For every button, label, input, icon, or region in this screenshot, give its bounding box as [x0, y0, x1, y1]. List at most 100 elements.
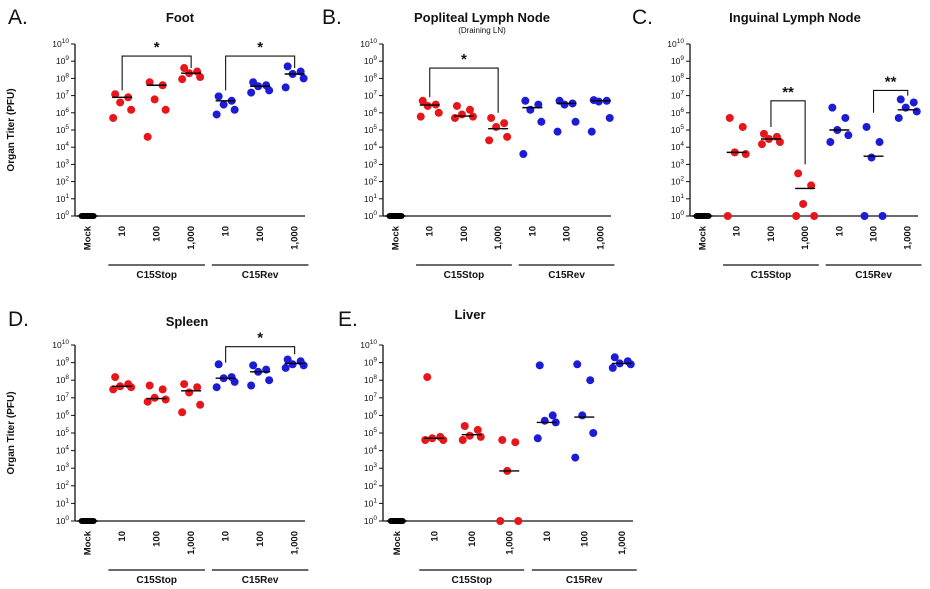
significance-bracket	[225, 346, 296, 363]
y-tick-label: 102	[56, 480, 69, 491]
category-label: 100	[255, 531, 266, 547]
category-label: Mock	[83, 530, 94, 555]
data-point	[418, 96, 427, 105]
y-tick-label: 100	[364, 210, 377, 221]
y-tick-label: 103	[364, 158, 377, 169]
data-point	[521, 96, 530, 105]
y-tick-label: 109	[364, 357, 377, 368]
group-label: C15Stop	[136, 270, 177, 281]
data-point	[161, 105, 170, 114]
panel-title: Inguinal Lymph Node	[729, 10, 861, 25]
data-point	[283, 62, 292, 71]
data-point	[288, 360, 297, 369]
category-label: 100	[255, 226, 266, 242]
data-point	[212, 383, 221, 392]
y-tick-label: 106	[56, 107, 69, 118]
y-tick-label: 109	[364, 55, 377, 66]
y-tick-label: 107	[56, 392, 69, 403]
data-point	[265, 86, 274, 95]
category-label: 10	[834, 226, 845, 237]
data-point	[860, 212, 869, 220]
data-point	[492, 122, 501, 131]
data-point	[458, 436, 467, 445]
group-label: C15Rev	[242, 270, 279, 281]
category-label: 100	[562, 226, 573, 242]
data-point	[535, 361, 544, 370]
data-point	[896, 95, 905, 104]
data-point	[127, 383, 136, 392]
y-tick-label: 101	[56, 497, 69, 508]
y-tick-label: 109	[56, 55, 69, 66]
y-tick-label: 1010	[667, 38, 684, 49]
y-tick-label: 101	[364, 497, 377, 508]
category-label: 100	[766, 226, 777, 242]
data-point	[799, 199, 808, 208]
y-tick-label: 101	[364, 193, 377, 204]
data-point	[230, 377, 239, 386]
data-point	[519, 150, 528, 159]
data-point	[500, 119, 509, 128]
data-point	[214, 92, 223, 101]
y-tick-label: 107	[56, 90, 69, 101]
data-point	[608, 363, 617, 372]
y-tick-label: 108	[364, 374, 377, 385]
category-label: Mock	[83, 225, 94, 250]
data-point	[578, 411, 587, 420]
significance-label: **	[782, 84, 794, 101]
data-point	[586, 376, 595, 385]
data-point	[587, 127, 596, 136]
y-tick-label: 106	[364, 107, 377, 118]
data-point	[145, 381, 154, 390]
data-point	[589, 429, 598, 437]
data-point	[212, 110, 221, 119]
data-point	[465, 105, 474, 114]
data-point	[487, 113, 496, 122]
panel-e: E. Liver100101102103104105106107108109101…	[338, 307, 637, 586]
y-axis-label: Organ Titer (PFU)	[6, 88, 17, 171]
data-point	[230, 105, 239, 114]
data-point	[841, 113, 850, 122]
data-point	[299, 74, 308, 83]
data-point	[626, 360, 635, 369]
data-point	[605, 113, 614, 122]
category-label: 100	[459, 226, 470, 242]
data-point	[109, 385, 118, 394]
category-label: 10	[732, 226, 743, 237]
data-point	[439, 436, 448, 445]
y-tick-label: 107	[364, 392, 377, 403]
y-tick-label: 103	[56, 158, 69, 169]
category-label: 10	[429, 531, 440, 542]
y-tick-label: 102	[364, 176, 377, 187]
category-label: 10	[221, 226, 232, 237]
significance-bracket	[872, 89, 909, 113]
data-point	[158, 385, 167, 394]
data-point	[738, 122, 747, 131]
data-point	[912, 107, 921, 116]
category-label: 1,000	[903, 226, 914, 250]
data-point	[573, 360, 582, 369]
data-point	[548, 411, 557, 420]
data-point	[143, 397, 152, 406]
data-point	[826, 138, 835, 147]
data-point	[775, 138, 784, 147]
significance-label: *	[257, 330, 263, 347]
y-tick-label: 108	[364, 72, 377, 83]
y-tick-label: 102	[364, 480, 377, 491]
data-point	[249, 361, 258, 370]
data-point	[178, 408, 187, 417]
y-tick-label: 102	[56, 176, 69, 187]
data-point	[265, 376, 274, 385]
data-point	[116, 98, 125, 107]
data-point	[485, 136, 494, 145]
y-tick-label: 105	[56, 124, 69, 135]
data-point	[196, 73, 205, 82]
group-label: C15Rev	[548, 270, 585, 281]
category-label: 100	[579, 531, 590, 547]
category-label: 1,000	[290, 226, 301, 250]
significance-label: **	[885, 73, 897, 90]
panel-letter: D.	[8, 308, 29, 331]
y-tick-label: 109	[56, 357, 69, 368]
significance-label: *	[257, 39, 263, 56]
data-point	[143, 132, 152, 141]
